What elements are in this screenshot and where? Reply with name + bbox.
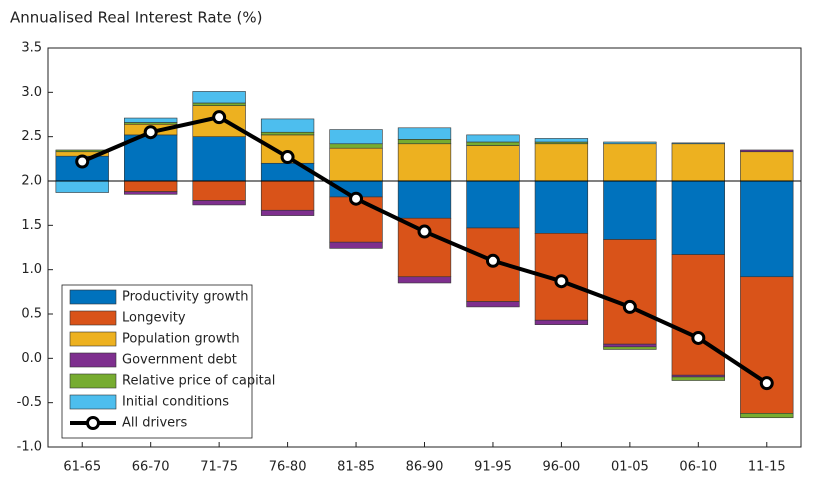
bar-segment (671, 254, 725, 376)
x-tick-label: 96-00 (543, 460, 581, 475)
y-tick-label: 0.0 (21, 351, 42, 366)
legend-label: Longevity (122, 311, 186, 326)
legend-label: Population growth (122, 332, 240, 347)
point (622, 299, 637, 314)
bar-segment (260, 118, 315, 133)
bar-segment (534, 319, 589, 325)
bar-segment (740, 149, 794, 153)
bar-segment (534, 180, 589, 234)
point (75, 154, 90, 169)
y-tick-label: 1.0 (21, 262, 42, 277)
bar-segment (671, 143, 725, 182)
bar-segment (671, 376, 725, 381)
bar-segment (603, 141, 657, 145)
x-tick-label: 76-80 (269, 460, 307, 475)
bar-segment (740, 276, 794, 414)
point (143, 125, 158, 140)
bar-segment (397, 127, 452, 140)
y-tick-label: 3.5 (21, 41, 42, 56)
plot-frame (47, 47, 802, 448)
bar-segment (740, 180, 794, 278)
point (349, 191, 364, 206)
legend-label: Initial conditions (122, 395, 229, 410)
legend-label: Productivity growth (122, 290, 248, 305)
bar-segment (671, 142, 725, 145)
point (485, 253, 500, 268)
bar-segment (329, 241, 383, 249)
x-tick-label: 81-85 (337, 460, 375, 475)
bar-segment (466, 134, 520, 143)
bar-segment (260, 180, 315, 211)
bar-segment (740, 413, 794, 419)
x-tick-label: 66-70 (132, 460, 170, 475)
x-tick-label: 61-65 (63, 460, 101, 475)
legend-marker (86, 416, 100, 430)
y-tick-label: 0.5 (21, 307, 42, 322)
legend-swatch (69, 289, 117, 305)
bar-segment (124, 180, 178, 192)
bar-segment (124, 117, 178, 123)
bar-segment (603, 343, 657, 348)
bar-segment (192, 136, 246, 182)
x-tick-label: 86-90 (406, 460, 444, 475)
bar-segment (603, 143, 657, 182)
y-tick-label: 2.0 (21, 174, 42, 189)
y-tick-label: 2.5 (21, 129, 42, 144)
legend-swatch (69, 373, 117, 389)
bar-segment (260, 131, 315, 136)
x-tick-label: 01-05 (611, 460, 649, 475)
point (759, 376, 774, 391)
bar-segment (260, 162, 315, 182)
bar-segment (124, 191, 178, 195)
legend-swatch (69, 331, 117, 347)
x-tick-label: 71-75 (200, 460, 238, 475)
x-tick-label: 06-10 (679, 460, 717, 475)
bar-segment (671, 180, 725, 255)
bar-segment (466, 141, 520, 146)
y-tick-label: -1.0 (17, 440, 42, 455)
bar-segment (466, 180, 520, 229)
bar-segment (192, 102, 246, 106)
bar-segment (466, 145, 520, 182)
bar-segment (740, 151, 794, 182)
bar-segment (603, 180, 657, 240)
point (280, 150, 295, 165)
legend-swatch (69, 394, 117, 410)
legend-label: All drivers (122, 416, 187, 431)
legend-swatch (69, 352, 117, 368)
point (554, 274, 569, 289)
bar-segment (55, 180, 109, 193)
bar-segment (603, 239, 657, 345)
legend-label: Relative price of capital (122, 374, 275, 389)
y-tick-label: 3.0 (21, 85, 42, 100)
bar-segment (603, 346, 657, 350)
point (691, 330, 706, 345)
bar-segment (192, 91, 246, 104)
x-tick-label: 91-95 (474, 460, 512, 475)
bar-segment (397, 139, 452, 145)
bar-segment (192, 200, 246, 206)
x-tick-label: 11-15 (748, 460, 786, 475)
bar-segment (466, 301, 520, 308)
bar-segment (534, 138, 589, 143)
bar-segment (329, 143, 383, 149)
bar-segment (260, 209, 315, 216)
bar-segment (329, 129, 383, 145)
point (212, 110, 227, 125)
y-tick-label: -0.5 (17, 395, 42, 410)
bar-segment (534, 143, 589, 182)
y-tick-label: 1.5 (21, 218, 42, 233)
point (417, 224, 432, 239)
bar-segment (397, 143, 452, 182)
bar-segment (397, 276, 452, 284)
chart-title: Annualised Real Interest Rate (%) (10, 9, 262, 27)
legend-swatch (69, 310, 117, 326)
bar-segment (397, 180, 452, 219)
bar-segment (329, 147, 383, 182)
legend-label: Government debt (122, 353, 237, 368)
bar-segment (192, 180, 246, 201)
